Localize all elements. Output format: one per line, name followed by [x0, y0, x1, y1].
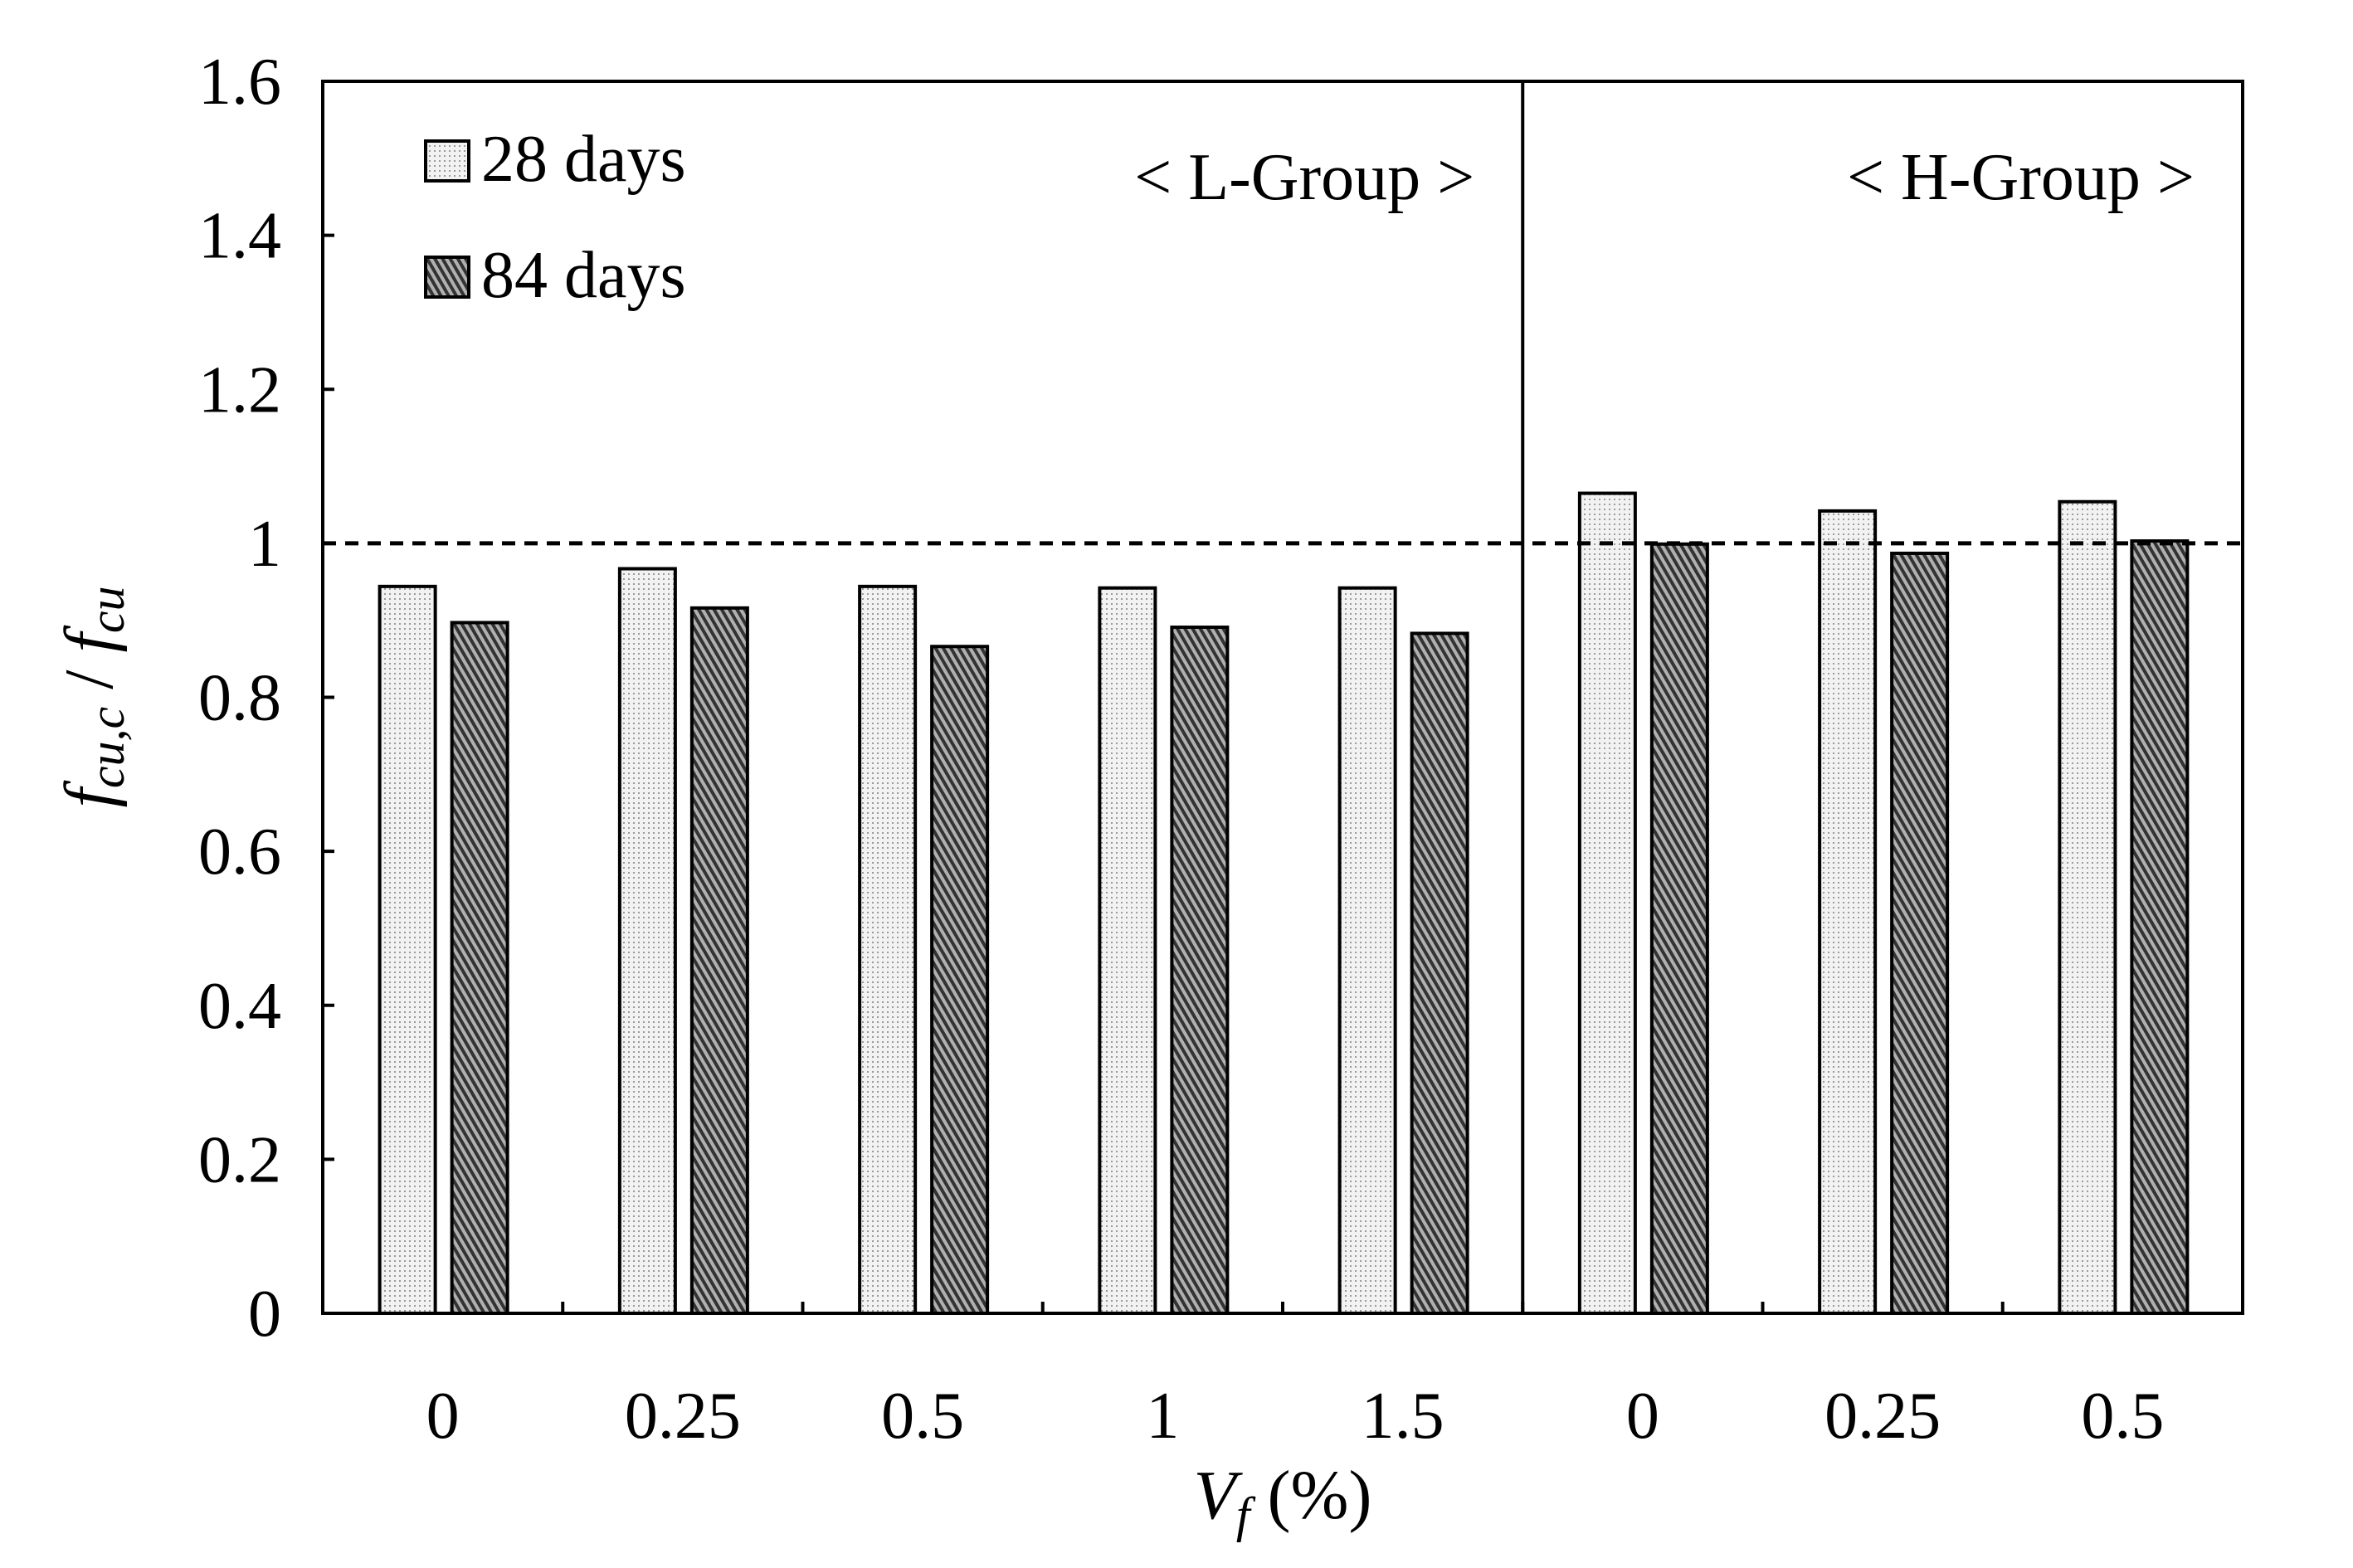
y-label-sep: /	[51, 653, 128, 707]
x-tick-label: 1.5	[1362, 1380, 1444, 1453]
legend-swatch-84-days	[424, 256, 470, 299]
bar-84-days-1	[689, 606, 749, 1315]
bar-84-days-3	[1170, 626, 1230, 1315]
y-tick-label: 0.4	[198, 970, 281, 1043]
bar-28-days-4	[1337, 586, 1397, 1315]
x-tick-label: 1	[1146, 1380, 1179, 1453]
bar-28-days-5	[1577, 491, 1637, 1315]
bar-28-days-0	[378, 584, 437, 1315]
y-tick-label: 1.2	[198, 353, 281, 426]
bar-84-days-0	[450, 621, 509, 1315]
bar-84-days-7	[2130, 539, 2190, 1315]
bar-28-days-2	[858, 584, 918, 1315]
bar-28-days-3	[1098, 586, 1157, 1315]
x-tick-label: 0.25	[1824, 1380, 1941, 1453]
y-tick-label: 0.2	[198, 1123, 281, 1196]
group-label: < L-Group >	[1134, 141, 1474, 214]
x-tick-label: 0	[426, 1380, 460, 1453]
y-axis-label: fcu,c / fcu	[51, 587, 134, 808]
x-tick-label: 0	[1626, 1380, 1659, 1453]
x-axis: 0 0.25 0.5 1 1.5 0 0.25 0.5	[426, 1302, 2164, 1453]
group-labels: < L-Group > < H-Group >	[1134, 141, 2195, 214]
y-label-sub1: cu,c	[80, 707, 134, 788]
bar-28-days-7	[2058, 499, 2117, 1315]
y-label-sub2: cu	[80, 587, 134, 634]
legend-label-84-days: 84 days	[481, 239, 686, 312]
legend: 28 days 84 days	[424, 123, 686, 312]
x-axis-label: Vf (%)	[1194, 1457, 1372, 1542]
bar-28-days-1	[617, 567, 677, 1315]
y-tick-label: 1.6	[198, 46, 281, 119]
x-tick-label: 0.25	[625, 1380, 741, 1453]
legend-swatch-28-days	[424, 139, 470, 183]
bar-28-days-6	[1818, 509, 1878, 1315]
y-tick-label: 0.6	[198, 816, 281, 889]
x-tick-label: 0.5	[2081, 1380, 2164, 1453]
bar-84-days-6	[1890, 551, 1950, 1315]
x-label-v: V	[1194, 1457, 1244, 1534]
group-label: < H-Group >	[1847, 141, 2195, 214]
y-axis: 0 0.2 0.4 0.6 0.8 1 1.2 1.4 1.6	[198, 46, 334, 1351]
bar-84-days-4	[1410, 631, 1469, 1315]
y-tick-label: 1.4	[198, 200, 281, 273]
y-tick-label: 1	[248, 508, 281, 581]
legend-label-28-days: 28 days	[481, 123, 686, 196]
bar-84-days-5	[1649, 542, 1709, 1315]
bars-layer	[378, 491, 2190, 1315]
x-label-unit: (%)	[1250, 1457, 1372, 1534]
y-tick-label: 0	[248, 1278, 281, 1351]
x-tick-label: 0.5	[881, 1380, 964, 1453]
bar-84-days-2	[930, 645, 990, 1315]
y-tick-label: 0.8	[198, 662, 281, 735]
